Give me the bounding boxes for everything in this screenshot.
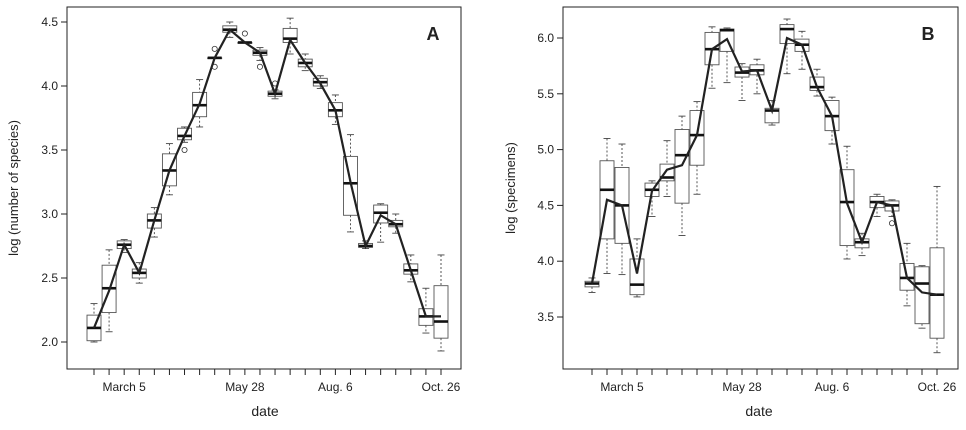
panel-b-x-tick-label-1: May 28 (722, 380, 762, 394)
panel-b-y-tick-label-0: 3.5 (537, 310, 554, 324)
panel-a: 2.0 2.5 3.0 3.5 4.0 4.5 March 5 May 28 Aug. 6 Oct… (6, 6, 462, 419)
panel-b-x-tick-label-2: Aug. 6 (815, 380, 850, 394)
panel-b-box-3 (629, 258, 645, 296)
panel-a-x-tick-label-1: May 28 (225, 380, 265, 394)
panel-a-outlier-6-0 (181, 146, 188, 153)
panel-b-y-tick-label-2: 4.5 (537, 198, 554, 212)
panel-b: 3.5 4.0 4.5 5.0 5.5 6.0 March 5 May 28 Aug. 6 Oct… (503, 6, 959, 419)
panel-b-y-tick-label-1: 4.0 (537, 254, 554, 268)
panel-b-panel-letter: B (922, 24, 935, 44)
panel-a-outlier-11-0 (256, 63, 263, 70)
panel-b-box-22 (914, 266, 930, 325)
panel-b-y-axis-label: log (specimens) (503, 142, 518, 234)
panel-b-x-axis-label: date (745, 403, 772, 419)
panel-b-y-tick-label-5: 6.0 (537, 31, 554, 45)
panel-b-outlier-20-0 (889, 220, 896, 227)
panel-b-box-7 (689, 110, 705, 166)
panel-a-x-tick-label-2: Aug. 6 (318, 380, 353, 394)
panel-a-outlier-10-0 (241, 30, 248, 37)
panel-a-trend-line (92, 27, 441, 329)
panel-a-plot-frame (66, 6, 462, 370)
panel-a-y-tick-label-1: 2.5 (41, 271, 58, 285)
panel-a-x-axis-label: date (251, 403, 278, 419)
panel-a-panel-letter: A (427, 24, 440, 44)
panel-a-box-23 (433, 285, 449, 339)
panel-b-y-tick-label-4: 5.5 (537, 87, 554, 101)
panel-a-x-tick-label-3: Oct. 26 (422, 380, 461, 394)
panel-b-y-tick-label-3: 5.0 (537, 143, 554, 157)
panel-b-x-tick-label-3: Oct. 26 (918, 380, 957, 394)
panel-b-trend-line (590, 36, 938, 296)
panel-b-x-tick-label-0: March 5 (600, 380, 644, 394)
panel-b-plot-frame (562, 6, 959, 370)
panel-a-outlier-8-1 (211, 45, 218, 52)
panel-a-y-tick-label-4: 4.0 (41, 79, 58, 93)
panel-a-y-tick-label-2: 3.0 (41, 207, 58, 221)
panel-a-y-tick-label-5: 4.5 (41, 15, 58, 29)
panel-a-y-tick-label-0: 2.0 (41, 335, 58, 349)
panel-a-y-axis-label: log (number of species) (6, 120, 21, 256)
panel-a-x-tick-label-0: March 5 (102, 380, 146, 394)
panel-a-y-tick-label-3: 3.5 (41, 143, 58, 157)
